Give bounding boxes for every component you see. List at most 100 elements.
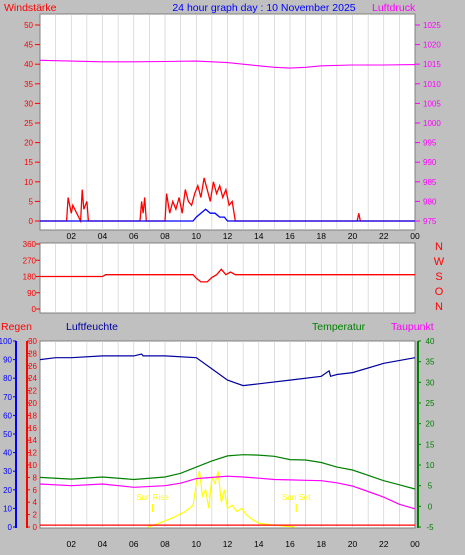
y-tick-label: 975 (423, 217, 437, 226)
wind-speed-axis: 0 5 10 15 20 25 30 35 40 45 50 (24, 21, 40, 226)
y-tick-label: 30 (426, 378, 435, 387)
y-tick-label: 35 (24, 80, 33, 89)
wind-direction-axis: 0 90 180 270 360 (23, 240, 40, 314)
y-tick-label: 2 (33, 511, 38, 520)
sunrise-label: Sun Rise (136, 493, 169, 502)
sun-annotations: Sun Rise Sun Set (136, 493, 311, 512)
y-tick-label: 25 (24, 119, 33, 128)
y-tick-label: 0 (428, 502, 433, 511)
y-tick-label: 270 (23, 256, 37, 265)
temperature-axis: -5 0 5 10 15 20 25 30 35 40 (418, 337, 435, 532)
y-tick-label: 40 (3, 449, 12, 458)
y-tick-label: -5 (426, 523, 434, 532)
y-tick-label: 990 (423, 158, 437, 167)
y-tick-label: 6 (33, 486, 38, 495)
y-tick-label: 5 (29, 197, 34, 206)
wind-direction-series (40, 268, 415, 283)
y-tick-label: 10 (24, 178, 33, 187)
x-tick-label: 18 (317, 231, 327, 241)
y-tick-label: 24 (28, 374, 37, 383)
y-tick-label: 10 (3, 504, 12, 513)
wind-pressure-vertical-gridlines (55, 14, 400, 230)
temperature-label: Temperatur (312, 321, 366, 333)
y-tick-label: 45 (24, 41, 33, 50)
compass-label: O (435, 286, 444, 298)
x-tick-label: 14 (254, 231, 264, 241)
compass-label: W (434, 256, 445, 268)
y-tick-label: 80 (3, 374, 12, 383)
y-tick-label: 20 (28, 399, 37, 408)
y-tick-label: 50 (24, 21, 33, 30)
dewpoint-label: Taupunkt (391, 321, 434, 333)
y-tick-label: 5 (428, 482, 433, 491)
y-tick-label: 16 (28, 424, 37, 433)
y-tick-label: 18 (28, 411, 37, 420)
x-tick-label: 02 (67, 231, 77, 241)
y-tick-label: 35 (426, 358, 435, 367)
y-tick-label: 10 (426, 461, 435, 470)
y-tick-label: 30 (28, 337, 37, 346)
temperature-line (39, 454, 416, 490)
y-tick-label: 90 (27, 289, 36, 298)
x-tick-label: 14 (254, 539, 264, 549)
pressure-axis: 975 980 985 990 995 1000 1005 1010 1015 1020 1025 (415, 21, 441, 226)
y-tick-label: 60 (3, 411, 12, 420)
x-tick-label: 04 (98, 539, 108, 549)
y-tick-label: 22 (28, 387, 37, 396)
x-tick-label: 02 (67, 539, 77, 549)
x-tick-label: 10 (192, 539, 202, 549)
x-tick-label: 20 (348, 539, 358, 549)
y-tick-label: 0 (32, 305, 37, 314)
rain-label: Regen (1, 321, 32, 333)
x-tick-label: 22 (379, 539, 389, 549)
y-tick-label: 10 (28, 461, 37, 470)
x-tick-label: 00 (410, 231, 420, 241)
y-tick-label: 15 (24, 158, 33, 167)
compass-label: N (435, 301, 443, 313)
y-tick-label: 1025 (423, 21, 441, 30)
wind-speed-label: Windstärke (4, 2, 57, 14)
x-tick-label: 10 (192, 231, 202, 241)
x-tick-label: 08 (160, 231, 170, 241)
y-tick-label: 1020 (423, 41, 441, 50)
humidity-axis: 0 10 20 30 40 50 60 70 80 90 100 (0, 337, 16, 532)
wind-pressure-series (39, 59, 416, 224)
y-tick-label: 28 (28, 349, 37, 358)
y-tick-label: 180 (23, 273, 37, 282)
temperature-humidity-time-axis: 02 04 06 08 10 12 14 16 18 20 22 00 (67, 539, 420, 549)
y-tick-label: 40 (426, 337, 435, 346)
y-tick-label: 14 (28, 436, 37, 445)
y-tick-label: 20 (426, 420, 435, 429)
y-tick-label: 40 (24, 60, 33, 69)
x-tick-label: 20 (348, 231, 358, 241)
compass-label: N (435, 241, 443, 253)
x-tick-label: 12 (223, 231, 233, 241)
wind-average-line (40, 208, 415, 222)
y-tick-label: 30 (3, 467, 12, 476)
y-tick-label: 980 (423, 197, 437, 206)
y-tick-label: 985 (423, 178, 437, 187)
y-tick-label: 360 (23, 240, 37, 249)
y-tick-label: 50 (3, 430, 12, 439)
x-tick-label: 16 (285, 231, 295, 241)
pressure-label: Luftdruck (372, 2, 416, 14)
y-tick-label: 25 (426, 399, 435, 408)
pressure-line (39, 59, 416, 69)
y-tick-label: 0 (33, 523, 38, 532)
y-tick-label: 0 (8, 523, 13, 532)
y-tick-label: 12 (28, 449, 37, 458)
x-tick-label: 18 (317, 539, 327, 549)
x-tick-label: 04 (98, 231, 108, 241)
dewpoint-line (39, 475, 416, 510)
x-tick-label: 00 (410, 539, 420, 549)
graph-title: 24 hour graph day : 10 November 2025 (172, 2, 355, 14)
y-tick-label: 1000 (423, 119, 441, 128)
compass-label: S (435, 271, 442, 283)
y-tick-label: 20 (24, 139, 33, 148)
y-tick-label: 26 (28, 362, 37, 371)
y-tick-label: 1010 (423, 80, 441, 89)
y-tick-label: 100 (0, 337, 13, 346)
humidity-label: Luftfeuchte (66, 321, 118, 333)
